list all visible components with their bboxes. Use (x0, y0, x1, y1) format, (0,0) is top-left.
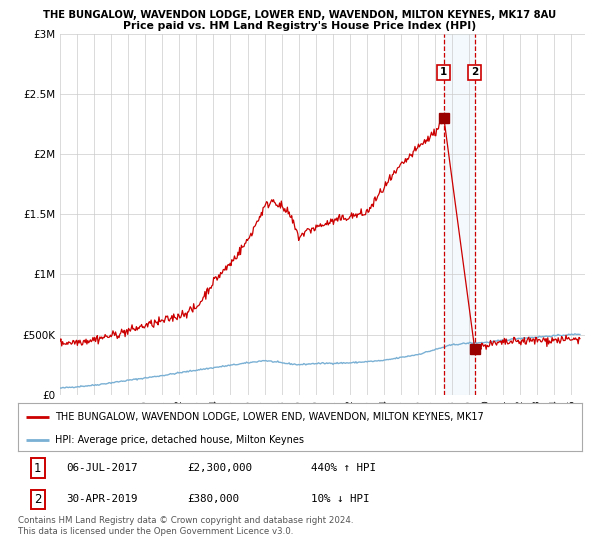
Text: 1: 1 (34, 462, 41, 475)
Text: 2: 2 (34, 493, 41, 506)
Text: 30-APR-2019: 30-APR-2019 (66, 494, 137, 505)
Text: Price paid vs. HM Land Registry's House Price Index (HPI): Price paid vs. HM Land Registry's House … (124, 21, 476, 31)
Text: 440% ↑ HPI: 440% ↑ HPI (311, 463, 376, 473)
Text: £2,300,000: £2,300,000 (187, 463, 252, 473)
Text: 2: 2 (471, 67, 478, 77)
Text: 1: 1 (440, 67, 448, 77)
Text: THE BUNGALOW, WAVENDON LODGE, LOWER END, WAVENDON, MILTON KEYNES, MK17: THE BUNGALOW, WAVENDON LODGE, LOWER END,… (55, 412, 484, 422)
Text: £380,000: £380,000 (187, 494, 239, 505)
Text: HPI: Average price, detached house, Milton Keynes: HPI: Average price, detached house, Milt… (55, 435, 304, 445)
Text: THE BUNGALOW, WAVENDON LODGE, LOWER END, WAVENDON, MILTON KEYNES, MK17 8AU: THE BUNGALOW, WAVENDON LODGE, LOWER END,… (43, 10, 557, 20)
Text: 10% ↓ HPI: 10% ↓ HPI (311, 494, 370, 505)
Bar (443, 34, 475, 395)
Text: 06-JUL-2017: 06-JUL-2017 (66, 463, 137, 473)
Text: Contains HM Land Registry data © Crown copyright and database right 2024.
This d: Contains HM Land Registry data © Crown c… (18, 516, 353, 536)
